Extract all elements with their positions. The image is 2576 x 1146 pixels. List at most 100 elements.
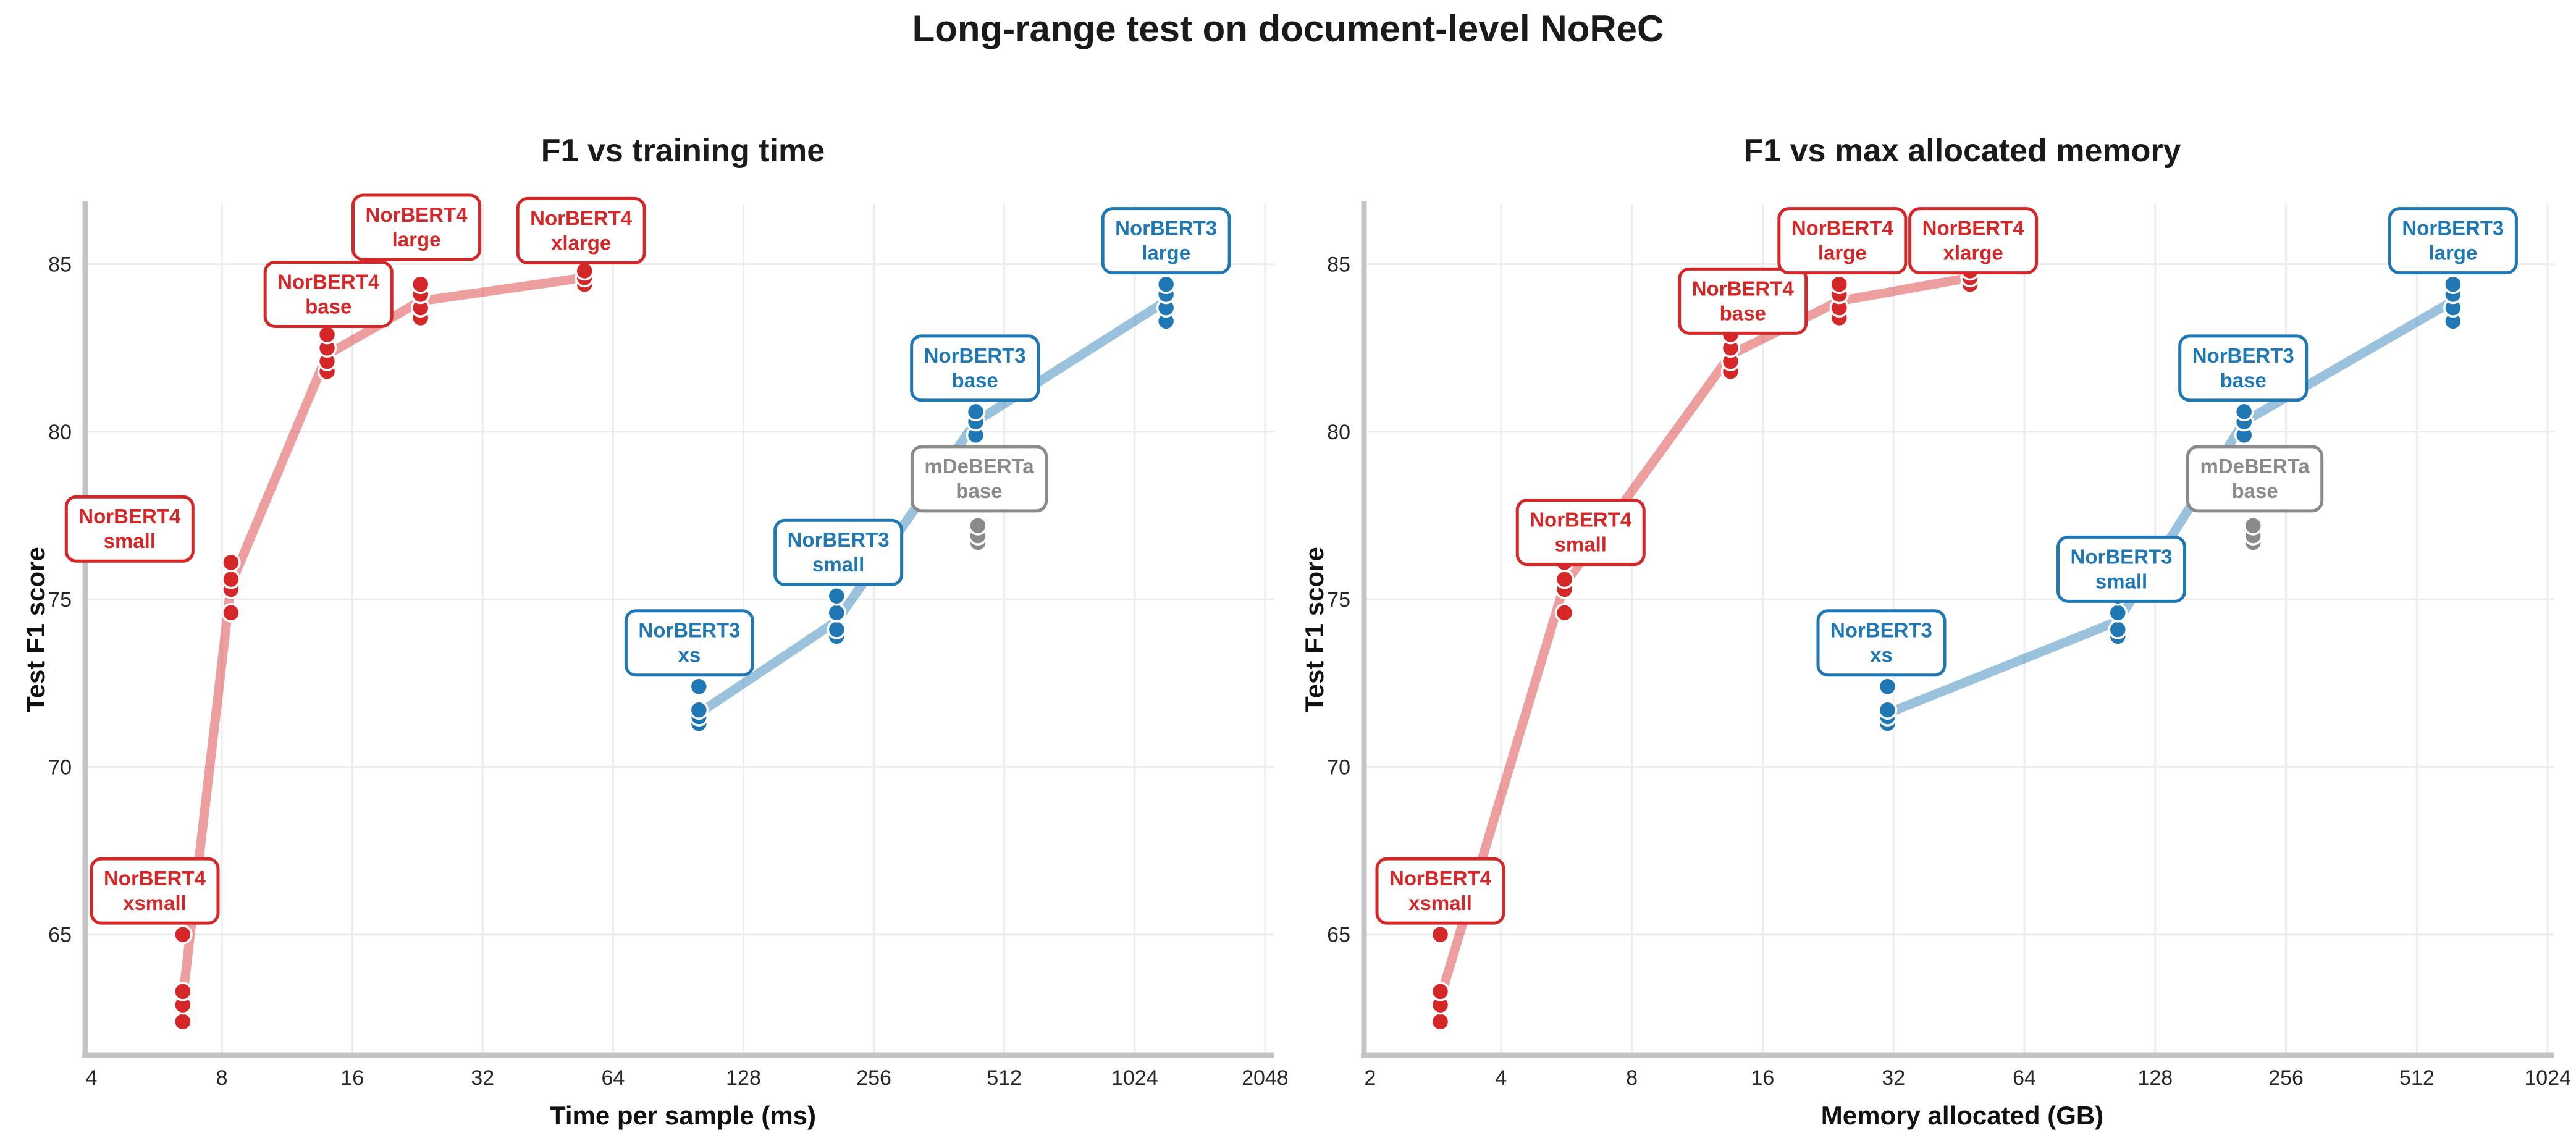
x-tick-label: 16: [1751, 1066, 1774, 1090]
model-label-text-norbert4-large: NorBERT4 large: [366, 203, 468, 251]
model-label-box-norbert4-xsmall: [90, 857, 220, 925]
data-point-norbert4-large: [1829, 274, 1850, 294]
data-point-norbert4-small: [221, 552, 241, 573]
data-point-norbert4-small: [221, 603, 241, 623]
x-tick-label: 1024: [1111, 1066, 1158, 1090]
median-line-norbert3: [1882, 296, 2458, 718]
y-tick-label: 75: [48, 588, 72, 612]
x-tick-label: 2: [1365, 1066, 1376, 1090]
model-label-text-norbert3-xs: NorBERT3 xs: [638, 619, 740, 667]
data-point-norbert3-base: [2234, 402, 2254, 422]
data-point-norbert3-small: [827, 603, 847, 623]
data-point-norbert3-xs: [689, 676, 709, 696]
model-label-text-norbert3-xs: NorBERT3 xs: [1830, 619, 1932, 667]
left-panel-title: F1 vs training time: [541, 133, 825, 169]
model-label-box-norbert3-small: [773, 518, 904, 586]
model-label-text-norbert3-large: NorBERT3 large: [2402, 217, 2504, 264]
model-label-box-norbert3-xs: [1816, 609, 1947, 677]
right-y-axis-label: Test F1 score: [1300, 547, 1329, 712]
data-point-norbert3-small: [827, 586, 847, 606]
model-label-text-norbert4-xsmall: NorBERT4 xsmall: [104, 867, 206, 914]
data-point-norbert3-small: [2108, 620, 2128, 639]
model-label-text-norbert4-base: NorBERT4 base: [277, 270, 380, 318]
model-label-box-norbert4-xlarge: [516, 196, 646, 264]
x-tick-label: 64: [2013, 1066, 2036, 1090]
data-point-norbert4-small: [221, 569, 241, 589]
data-point-norbert3-small: [827, 620, 847, 639]
model-label-box-norbert3-base: [2178, 334, 2309, 402]
model-label-text-norbert4-small: NorBERT4 small: [78, 505, 181, 552]
data-point-norbert4-xsmall: [173, 924, 193, 945]
x-tick-label: 1024: [2524, 1066, 2571, 1090]
median-line-norbert3: [694, 296, 1171, 718]
model-label-box-norbert3-large: [2388, 207, 2518, 275]
model-label-text-norbert4-base: NorBERT4 base: [1692, 277, 1795, 324]
x-tick-label: 64: [601, 1066, 625, 1090]
model-label-box-norbert4-base: [263, 260, 394, 328]
model-label-box-norbert4-small: [1515, 499, 1646, 567]
model-label-box-norbert4-small: [64, 495, 195, 563]
x-tick-label: 16: [340, 1066, 364, 1090]
y-tick-label: 80: [48, 421, 72, 444]
y-tick-label: 75: [1327, 588, 1350, 612]
x-tick-label: 4: [86, 1066, 98, 1090]
data-point-norbert4-xsmall: [173, 982, 193, 1001]
x-tick-label: 32: [1882, 1066, 1905, 1090]
data-point-norbert3-xs: [1877, 676, 1898, 696]
right-panel-title: F1 vs max allocated memory: [1743, 133, 2181, 169]
model-label-box-norbert4-xlarge: [1908, 207, 2039, 275]
figure-title: Long-range test on document-level NoReC: [912, 8, 1664, 49]
data-point-norbert4-large: [410, 274, 431, 294]
y-tick-label: 65: [48, 924, 72, 947]
x-tick-label: 128: [726, 1066, 761, 1090]
x-tick-label: 8: [216, 1066, 228, 1090]
right-x-axis-label: Memory allocated (GB): [1820, 1101, 2104, 1130]
data-point-norbert4-xsmall: [1430, 982, 1450, 1001]
y-tick-label: 70: [48, 756, 72, 779]
y-tick-label: 85: [48, 253, 72, 277]
model-label-text-norbert3-large: NorBERT3 large: [1115, 217, 1217, 264]
x-tick-label: 512: [987, 1066, 1022, 1090]
model-label-text-norbert4-xlarge: NorBERT4 xlarge: [1922, 217, 2025, 264]
model-label-box-mdeberta-base: [910, 445, 1048, 513]
model-label-text-norbert4-xsmall: NorBERT4 xsmall: [1389, 867, 1492, 914]
y-tick-label: 70: [1327, 756, 1350, 779]
data-point-norbert3-large: [2443, 274, 2463, 294]
data-point-norbert4-xsmall: [173, 1011, 193, 1032]
model-label-box-norbert4-xsmall: [1375, 857, 1505, 925]
model-label-text-mdeberta-base: mDeBERTa base: [2200, 455, 2310, 502]
x-tick-label: 8: [1626, 1066, 1638, 1090]
y-tick-label: 80: [1327, 421, 1350, 444]
median-line-norbert4: [178, 272, 589, 1003]
model-label-box-norbert3-xs: [624, 609, 754, 677]
model-label-box-norbert3-small: [2056, 535, 2187, 603]
data-point-norbert4-xsmall: [1430, 924, 1450, 945]
model-label-box-norbert4-large: [351, 193, 482, 261]
data-point-norbert4-small: [1554, 569, 1575, 589]
data-point-mdeberta-base: [968, 516, 988, 536]
data-point-norbert3-large: [1156, 274, 1176, 294]
x-tick-label: 256: [2268, 1066, 2304, 1090]
y-tick-label: 65: [1327, 924, 1350, 947]
left-y-axis-label: Test F1 score: [21, 547, 50, 712]
model-label-box-norbert3-large: [1101, 207, 1231, 275]
model-label-box-mdeberta-base: [2186, 445, 2324, 513]
model-label-text-mdeberta-base: mDeBERTa base: [924, 455, 1034, 502]
model-label-box-norbert3-base: [910, 334, 1040, 402]
data-point-norbert3-xs: [689, 700, 709, 720]
data-point-norbert4-small: [1554, 603, 1575, 623]
y-tick-label: 85: [1327, 253, 1350, 277]
model-label-box-norbert4-base: [1678, 267, 1808, 335]
x-tick-label: 32: [471, 1066, 494, 1090]
data-point-mdeberta-base: [2243, 516, 2263, 536]
data-point-norbert4-xlarge: [575, 261, 594, 281]
x-tick-label: 256: [856, 1066, 891, 1090]
data-point-norbert3-xs: [1877, 700, 1898, 720]
data-point-norbert3-small: [2108, 603, 2128, 623]
model-label-text-norbert3-small: NorBERT3 small: [788, 528, 890, 576]
model-label-text-norbert4-large: NorBERT4 large: [1791, 217, 1894, 264]
model-label-text-norbert3-base: NorBERT3 base: [2192, 344, 2294, 392]
x-tick-label: 4: [1495, 1066, 1507, 1090]
data-point-norbert4-base: [317, 324, 337, 345]
